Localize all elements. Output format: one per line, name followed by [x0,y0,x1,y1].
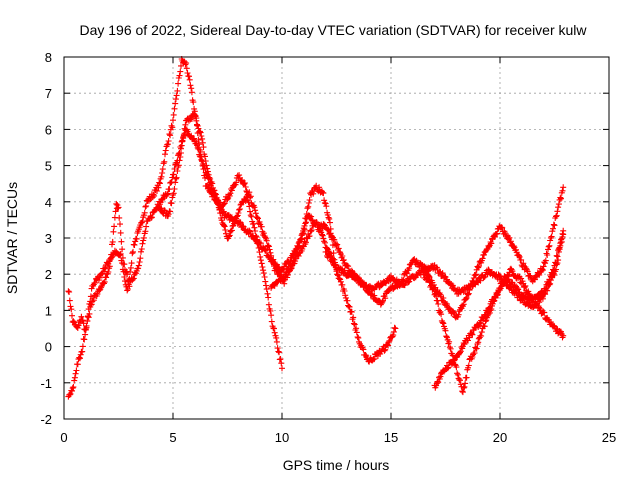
x-tick-label: 20 [493,430,507,445]
y-tick-label: 7 [45,86,52,101]
y-tick-label: 0 [45,340,52,355]
y-tick-label: 1 [45,303,52,318]
y-axis-label: SDTVAR / TECUs [4,182,20,294]
y-tick-label: -2 [40,412,52,427]
x-tick-label: 5 [169,430,176,445]
y-tick-label: 6 [45,122,52,137]
y-tick-label: 5 [45,159,52,174]
series-pass-g [431,265,567,391]
axis-ticks: 0 5 10 15 20 25 -2 -1 0 1 2 3 4 5 6 7 8 [40,50,616,445]
data-series [65,56,567,400]
x-tick-label: 0 [60,430,67,445]
x-tick-label: 25 [602,430,616,445]
x-tick-label: 10 [275,430,289,445]
chart-title: Day 196 of 2022, Sidereal Day-to-day VTE… [79,22,587,38]
y-tick-label: 3 [45,231,52,246]
x-axis-label: GPS time / hours [283,457,390,473]
data-points [65,56,285,372]
series-pass-a [65,56,285,372]
y-tick-label: 8 [45,50,52,65]
grid-lines [64,57,609,419]
y-tick-label: 2 [45,267,52,282]
y-tick-label: -1 [40,376,52,391]
y-tick-label: 4 [45,195,52,210]
data-points [431,265,567,391]
x-tick-label: 15 [384,430,398,445]
